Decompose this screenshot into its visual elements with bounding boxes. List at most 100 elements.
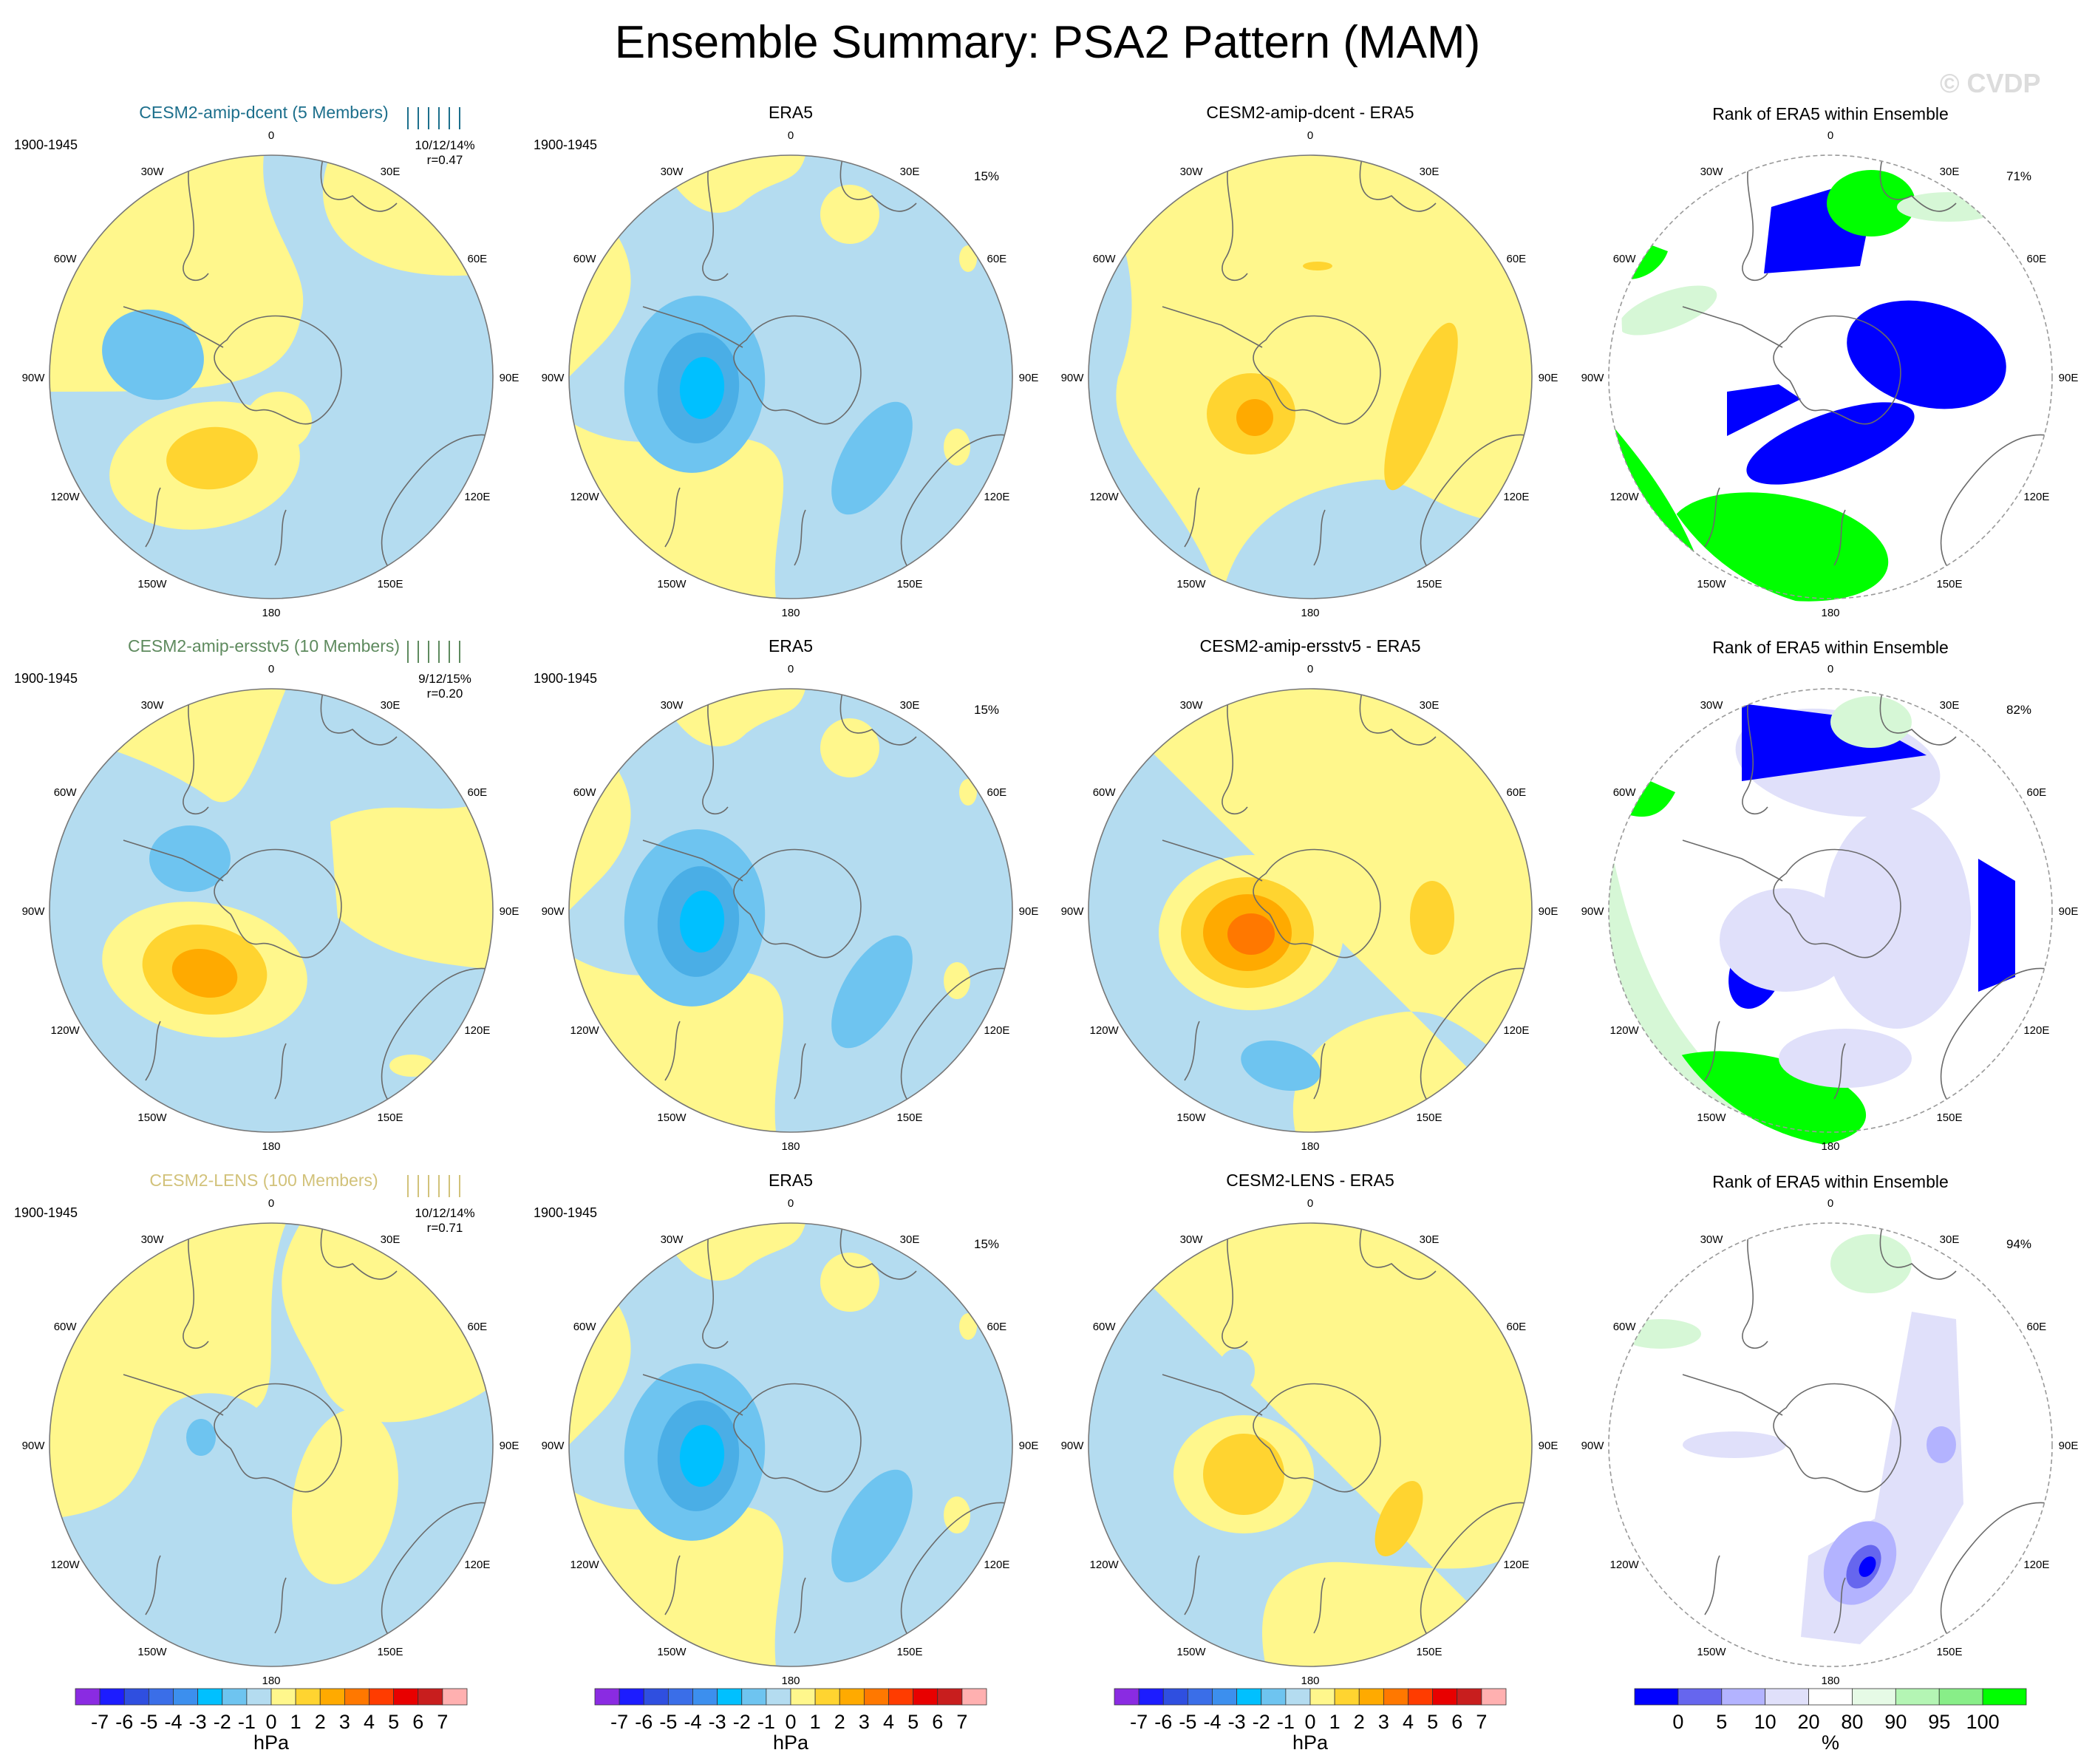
longitude-label: 150W — [657, 1646, 687, 1658]
longitude-label: 60W — [54, 253, 78, 265]
obs-title: ERA5 — [769, 636, 813, 655]
antarctica-coastline — [642, 306, 862, 425]
continent-coastline — [1184, 692, 1532, 1103]
longitude-label: 90W — [1581, 1440, 1605, 1452]
continent-coastline — [1184, 1226, 1532, 1638]
colorbar-swatch — [319, 1688, 345, 1706]
antarctica-coastline — [123, 840, 342, 958]
panel-r1-c4: 0 30E 60E 90E 120E 150E 180 150W 120W 90W 60W 30W Ra… — [1581, 104, 2079, 619]
colorbar-units: hPa — [253, 1731, 290, 1754]
colorbar-swatch — [418, 1688, 443, 1706]
antarctica-coastline — [1162, 306, 1381, 425]
colorbar-swatch — [99, 1688, 125, 1706]
longitude-label: 150W — [137, 578, 167, 590]
colorbar-tick: -5 — [659, 1711, 677, 1733]
longitude-label: 30W — [661, 1233, 684, 1246]
contour-blob — [1303, 262, 1332, 270]
longitude-label: 150E — [1936, 1646, 1962, 1658]
longitude-label: 180 — [1301, 1140, 1319, 1153]
longitude-label: 120W — [51, 491, 81, 503]
antarctica-coastline — [123, 1374, 342, 1493]
longitude-label: 60E — [468, 253, 488, 265]
colorbar-swatch — [1162, 1688, 1188, 1706]
contour-blob — [1830, 1234, 1912, 1293]
longitude-label: 90W — [1061, 905, 1085, 918]
longitude-label: 60E — [987, 1321, 1007, 1333]
map-boundary — [49, 688, 494, 1133]
longitude-label: 120E — [2023, 1024, 2049, 1037]
contour-blob — [679, 890, 725, 953]
cvdp-watermark: © CVDP — [1940, 68, 2041, 98]
colorbar-swatch — [1138, 1688, 1164, 1706]
colorbar-swatch — [913, 1688, 939, 1706]
contour-blob — [234, 1463, 293, 1508]
longitude-label: 120E — [984, 1024, 1009, 1037]
contour-blob — [831, 401, 913, 515]
longitude-label: 120E — [1503, 1559, 1529, 1571]
longitude-label: 120E — [2023, 1559, 2049, 1571]
figure-title: Ensemble Summary: PSA2 Pattern (MAM) — [614, 17, 1481, 68]
contour-blob — [1847, 300, 2006, 409]
contour-blob — [1384, 322, 1458, 491]
colorbar-tick: 5 — [907, 1711, 919, 1733]
colorbar-tick: -1 — [238, 1711, 256, 1733]
colorbar-tick: 6 — [932, 1711, 943, 1733]
colorbar-tick: 4 — [883, 1711, 894, 1733]
map-boundary — [1608, 688, 2053, 1133]
longitude-label: 30E — [1940, 699, 1960, 712]
longitude-label: 60E — [1507, 786, 1527, 799]
longitude-label: 120W — [570, 1559, 600, 1571]
colorbar-swatch — [1852, 1688, 1896, 1706]
longitude-label: 120E — [1503, 491, 1529, 503]
longitude-label: 30E — [900, 166, 920, 178]
contour-blob — [1859, 1556, 1876, 1577]
colorbar-tick: 3 — [1378, 1711, 1389, 1733]
longitude-label: 30E — [1420, 1233, 1440, 1246]
contour-blob — [1779, 1029, 1912, 1088]
colorbar-tick: -1 — [757, 1711, 775, 1733]
colorbar-tick: -5 — [140, 1711, 157, 1733]
colorbar-swatch — [442, 1688, 468, 1706]
colorbar-swatch — [1212, 1688, 1238, 1706]
contour-blob — [1827, 170, 1915, 236]
contour-blob — [944, 429, 970, 466]
colorbar-tick: 7 — [437, 1711, 448, 1733]
colorbar-tick: 90 — [1884, 1711, 1907, 1733]
model-title: CESM2-amip-dcent (5 Members) — [139, 103, 388, 122]
continent-coastline — [1184, 158, 1532, 570]
colorbar-tick: 2 — [315, 1711, 326, 1733]
colorbar-swatch — [717, 1688, 743, 1706]
pct-stats: 10/12/14% — [415, 1206, 474, 1220]
longitude-label: 150E — [377, 1646, 403, 1658]
contour-blob — [1374, 1481, 1423, 1556]
colorbar-swatch — [1808, 1688, 1853, 1706]
longitude-label: 30E — [900, 699, 920, 712]
contour-region — [1978, 859, 2015, 992]
period-label: 1900-1945 — [14, 137, 78, 152]
longitude-label: 150E — [896, 578, 922, 590]
longitude-label: 0 — [1827, 129, 1833, 142]
continent-coastline — [145, 158, 493, 570]
antarctica-coastline — [1682, 1374, 1901, 1493]
colorbar-tick: 0 — [265, 1711, 276, 1733]
longitude-label: 60W — [573, 786, 597, 799]
era5-pct: 15% — [974, 169, 999, 183]
longitude-label: 120E — [984, 1559, 1009, 1571]
longitude-label: 150E — [1416, 1646, 1442, 1658]
colorbar-tick: 4 — [364, 1711, 375, 1733]
colorbar-tick: -7 — [91, 1711, 109, 1733]
colorbar-tick: 6 — [412, 1711, 423, 1733]
panel-r2-c4: 0 30E 60E 90E 120E 150E 180 150W 120W 90W 60W 30W Ra… — [1581, 638, 2079, 1153]
colorbar-tick: 1 — [1329, 1711, 1341, 1733]
rank-pct: 94% — [2006, 1237, 2031, 1251]
longitude-label: 180 — [1301, 607, 1319, 619]
longitude-label: 150E — [1416, 1111, 1442, 1124]
longitude-label: 60E — [468, 786, 488, 799]
correlation: r=0.71 — [427, 1221, 463, 1235]
colorbar-swatch — [123, 1688, 149, 1706]
map-boundary — [1608, 154, 2053, 599]
longitude-label: 60E — [987, 253, 1007, 265]
longitude-label: 150W — [657, 578, 687, 590]
contour-blob — [1203, 1434, 1284, 1515]
longitude-label: 180 — [262, 1140, 280, 1153]
